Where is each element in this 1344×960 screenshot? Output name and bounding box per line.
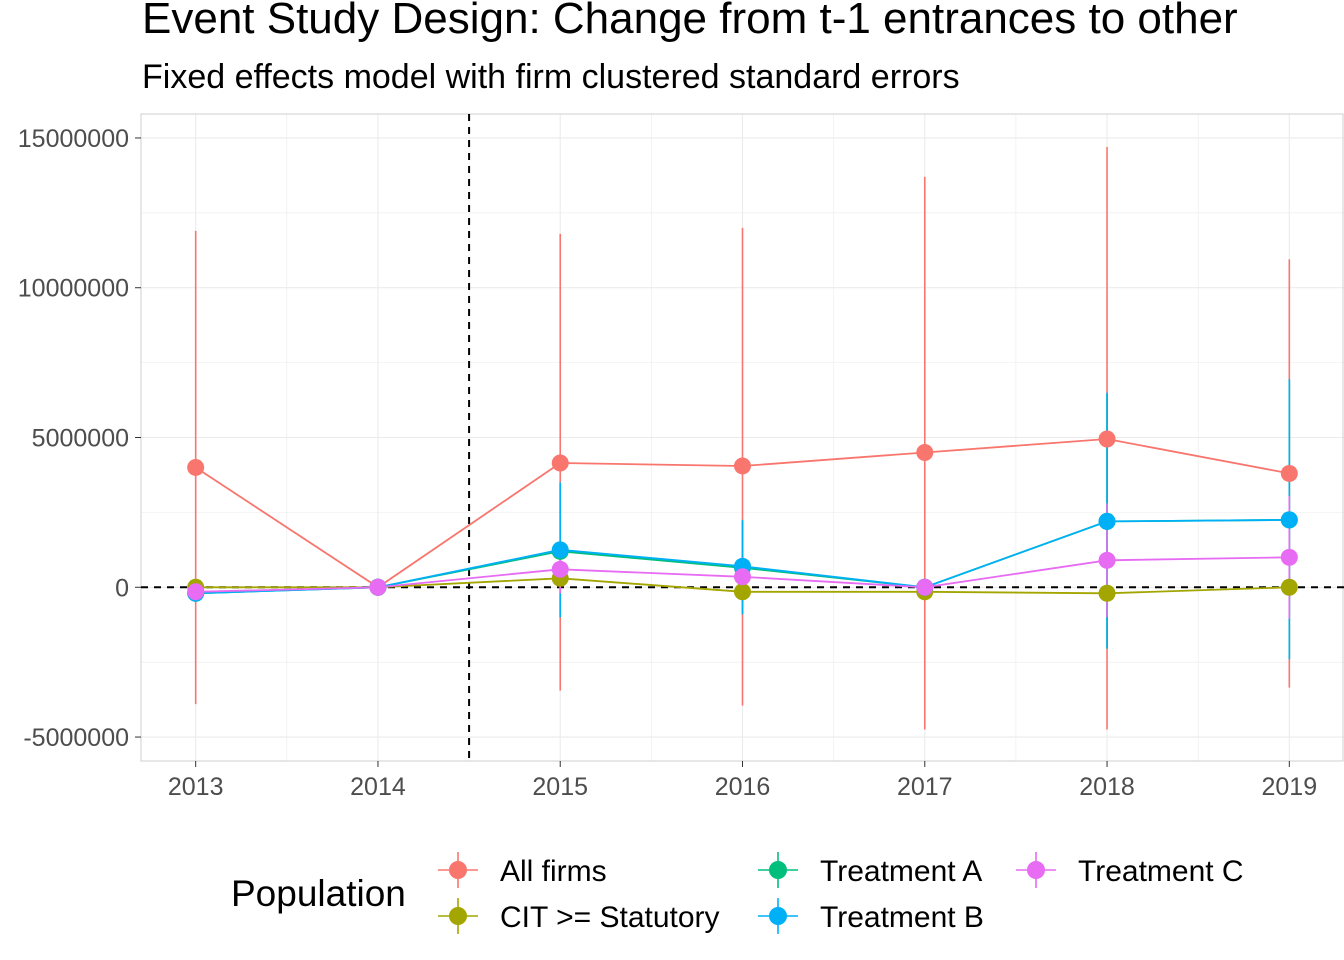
y-tick-label: 5000000	[32, 425, 129, 453]
data-point-all-firms	[551, 454, 569, 472]
legend-label-treatment-c: Treatment C	[1078, 855, 1244, 888]
data-point-all-firms	[1280, 464, 1298, 482]
legend-key-point	[449, 907, 467, 925]
chart-subtitle: Fixed effects model with firm clustered …	[142, 58, 960, 96]
legend-key-point	[769, 907, 787, 925]
data-point-treatment-c	[734, 568, 751, 586]
data-point-treatment-c	[551, 560, 569, 578]
x-tick-label: 2019	[1262, 773, 1318, 801]
legend-key-point	[1027, 861, 1045, 879]
legend-label-treatment-b: Treatment B	[820, 901, 984, 934]
x-tick-label: 2013	[168, 773, 224, 801]
x-tick-label: 2015	[532, 773, 588, 801]
data-point-all-firms	[734, 457, 751, 475]
legend-key-point	[449, 861, 467, 879]
data-point-treatment-c	[916, 578, 934, 596]
data-point-all-firms	[187, 458, 205, 476]
data-point-treatment-b	[551, 541, 569, 559]
x-tick-label: 2017	[897, 773, 953, 801]
data-point-cit-statutory	[1098, 584, 1116, 602]
legend-label-cit-statutory: CIT >= Statutory	[500, 901, 720, 934]
y-tick-label: 15000000	[18, 125, 129, 153]
legend-label-all-firms: All firms	[500, 855, 607, 888]
chart-title: Event Study Design: Change from t-1 entr…	[142, 0, 1238, 43]
data-point-treatment-c	[369, 578, 387, 596]
legend-key-cit-statutory	[438, 898, 478, 934]
y-tick-label: -5000000	[23, 724, 129, 752]
y-tick-label: 0	[115, 574, 129, 602]
data-point-cit-statutory	[734, 583, 751, 601]
axes: -5000000 0 5000000 10000000 15000000 2013 2014…	[18, 125, 1317, 801]
data-point-all-firms	[1098, 430, 1116, 448]
data-point-treatment-c	[187, 583, 205, 601]
data-point-treatment-c	[1280, 548, 1298, 566]
legend-key-treatment-a	[758, 852, 798, 888]
data-point-treatment-c	[1098, 551, 1116, 569]
x-tick-label: 2016	[715, 773, 771, 801]
legend-key-treatment-c	[1016, 852, 1056, 888]
legend-label-treatment-a: Treatment A	[820, 855, 982, 888]
y-tick-label: 10000000	[18, 275, 129, 303]
series-points	[187, 430, 1298, 602]
legend: Population All firms CIT >= Statutory Trea…	[231, 852, 1244, 934]
legend-title: Population	[231, 873, 406, 914]
legend-key-all-firms	[438, 852, 478, 888]
data-point-cit-statutory	[1280, 578, 1298, 596]
x-tick-label: 2014	[350, 773, 406, 801]
data-point-treatment-b	[1280, 511, 1298, 529]
x-tick-label: 2018	[1079, 773, 1135, 801]
data-point-treatment-b	[1098, 512, 1116, 530]
error-bars	[194, 146, 1291, 730]
legend-key-treatment-b	[758, 898, 798, 934]
data-point-all-firms	[916, 443, 934, 461]
legend-key-point	[769, 861, 787, 879]
